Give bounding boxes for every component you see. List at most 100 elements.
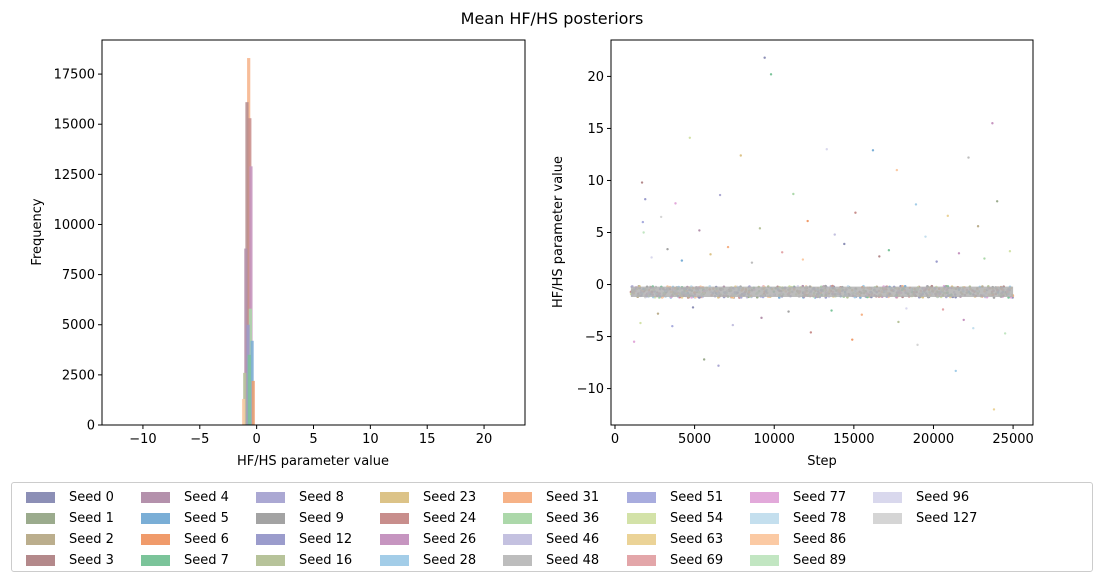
y-tick-label: −10 [577, 382, 604, 397]
legend-label: Seed 3 [69, 553, 114, 568]
scatter-point [897, 320, 900, 324]
scatter-point [726, 245, 730, 249]
x-tick-label: 15000 [833, 432, 874, 447]
legend-swatch [256, 492, 285, 503]
scatter-point [709, 253, 712, 256]
legend-label: Seed 23 [423, 490, 477, 505]
y-tick-label: 15000 [54, 118, 95, 133]
histogram-bar [249, 166, 253, 425]
scatter-point [760, 316, 763, 320]
legend-swatch [380, 513, 409, 524]
scatter-point [758, 227, 762, 230]
legend-label: Seed 89 [793, 553, 847, 568]
x-tick-label: −10 [129, 432, 156, 447]
scatter-point [825, 148, 828, 151]
scatter-point [954, 369, 957, 373]
legend-swatch [503, 513, 532, 524]
y-tick-label: 5000 [62, 318, 95, 333]
scatter-point [644, 198, 647, 201]
scatter-point [1003, 332, 1007, 335]
legend-label: Seed 5 [184, 511, 229, 526]
scatter-point [976, 225, 980, 228]
y-tick-label: 2500 [62, 368, 95, 383]
scatter-point [717, 364, 720, 367]
scatter-point [642, 231, 645, 234]
legend-swatch [627, 534, 656, 545]
x-tick-label: 5 [309, 432, 317, 447]
y-tick-label: 20 [587, 70, 604, 85]
legend-label: Seed 69 [670, 553, 724, 568]
scatter-point [962, 318, 965, 322]
legend-label: Seed 6 [184, 532, 229, 547]
histogram-bar [241, 398, 246, 425]
y-tick-label: 0 [87, 419, 95, 434]
legend-swatch [503, 534, 532, 545]
scatter-point [666, 247, 669, 251]
y-tick-label: 5 [596, 226, 604, 241]
x-tick-label: 10000 [754, 432, 795, 447]
legend-label: Seed 0 [69, 490, 114, 505]
histogram-axes-frame [101, 39, 526, 426]
scatter-point [860, 313, 864, 316]
scatter-point [801, 258, 805, 261]
legend-label: Seed 28 [423, 553, 477, 568]
scatter-point [787, 310, 790, 313]
legend-label: Seed 77 [793, 490, 847, 505]
x-tick-label: 5000 [678, 432, 711, 447]
legend-swatch [627, 492, 656, 503]
scatter-point [702, 358, 706, 361]
scatter-point [763, 56, 766, 59]
x-tick-label: 20000 [913, 432, 954, 447]
scatter-point [887, 248, 891, 252]
scatter-point [914, 203, 918, 206]
legend-label: Seed 12 [299, 532, 353, 547]
scatter-point [957, 252, 961, 255]
scatter-point [895, 168, 899, 172]
scatter-x-axis-label: Step [807, 454, 837, 469]
y-tick-label: 12500 [54, 168, 95, 183]
scatter-point [656, 312, 660, 315]
scatter-point [640, 181, 644, 184]
scatter-y-axis-label: HF/HS parameter value [551, 156, 566, 308]
legend-label: Seed 63 [670, 532, 724, 547]
y-tick-label: 0 [596, 278, 604, 293]
scatter-point [854, 211, 857, 214]
scatter-point [967, 156, 970, 159]
legend-label: Seed 127 [916, 511, 978, 526]
scatter-point [698, 229, 701, 232]
legend-swatch [750, 555, 779, 566]
scatter-point [924, 235, 927, 238]
scatter-point [750, 261, 754, 264]
scatter-point [806, 219, 809, 223]
scatter-point [639, 321, 642, 325]
legend-label: Seed 9 [299, 511, 344, 526]
scatter-point [991, 122, 994, 125]
y-tick-label: −5 [585, 330, 604, 345]
scatter-point [769, 73, 773, 76]
legend-swatch [380, 492, 409, 503]
x-tick-label: 0 [611, 432, 619, 447]
scatter-point [731, 323, 735, 327]
y-tick-label: 7500 [62, 268, 95, 283]
x-tick-label: 20 [476, 432, 493, 447]
legend: Seed 0 Seed 1 Seed 2 Seed 3 Seed 4 Seed 5 Seed… [11, 482, 1093, 572]
legend-swatch [627, 513, 656, 524]
x-tick-label: 10 [362, 432, 379, 447]
legend-swatch [503, 555, 532, 566]
scatter-point [739, 154, 742, 157]
x-tick-label: 15 [419, 432, 436, 447]
legend-label: Seed 86 [793, 532, 847, 547]
legend-swatch [750, 492, 779, 503]
scatter-point [780, 251, 784, 254]
y-tick-label: 15 [587, 122, 604, 137]
legend-label: Seed 96 [916, 490, 970, 505]
scatter-point [659, 215, 663, 219]
scatter-point [641, 220, 645, 224]
y-tick-label: 17500 [54, 68, 95, 83]
scatter-point [650, 256, 653, 259]
legend-swatch [750, 534, 779, 545]
scatter-points [629, 56, 1015, 411]
legend-label: Seed 36 [546, 511, 600, 526]
x-tick-label: −5 [190, 432, 209, 447]
legend-label: Seed 48 [546, 553, 600, 568]
